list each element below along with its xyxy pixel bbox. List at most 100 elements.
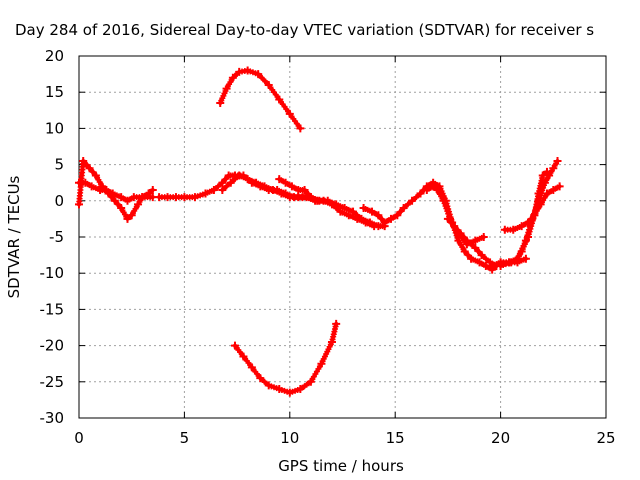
data-point: [287, 182, 296, 191]
data-point: [127, 211, 136, 220]
series-lower-arc: [230, 319, 341, 397]
y-tick-label: -25: [40, 373, 65, 391]
data-point: [235, 67, 244, 76]
data-point: [209, 185, 218, 194]
data-point: [386, 214, 395, 223]
series-rise-track-3: [496, 167, 551, 270]
data-point: [296, 385, 305, 394]
data-point: [306, 193, 315, 202]
data-point: [285, 193, 294, 202]
data-point: [456, 229, 465, 238]
data-point: [542, 167, 551, 176]
data-point: [380, 218, 389, 227]
data-point: [460, 247, 469, 256]
data-point: [549, 185, 558, 194]
data-point: [443, 214, 452, 223]
data-point: [216, 99, 225, 108]
data-point: [275, 95, 284, 104]
data-point: [252, 178, 261, 187]
data-point: [471, 243, 480, 252]
data-point: [344, 211, 353, 220]
data-point: [517, 222, 526, 231]
x-tick-label: 25: [596, 429, 615, 447]
data-point: [370, 222, 379, 231]
data-point: [268, 185, 277, 194]
data-point: [180, 193, 189, 202]
data-point: [555, 182, 564, 191]
data-point: [226, 178, 235, 187]
data-point: [479, 233, 488, 241]
data-point: [471, 236, 480, 245]
x-tick-label: 10: [280, 429, 299, 447]
x-axis: 0 5 10 15 20 25: [74, 56, 616, 447]
data-point: [85, 164, 94, 173]
data-point: [79, 156, 88, 165]
data-point: [359, 204, 368, 213]
data-point: [336, 207, 345, 216]
data-point: [553, 156, 562, 165]
data-point: [218, 178, 227, 187]
data-point: [500, 225, 509, 234]
y-tick-label: -5: [49, 228, 64, 246]
data-point: [294, 193, 303, 202]
x-tick-label: 15: [386, 429, 405, 447]
data-point: [222, 84, 231, 93]
data-point: [235, 171, 244, 180]
data-point: [374, 211, 383, 220]
data-point: [239, 352, 248, 361]
data-point: [117, 204, 126, 213]
data-point: [247, 363, 256, 372]
data-point: [530, 211, 539, 220]
data-point: [190, 193, 199, 202]
series-markers: [219, 172, 376, 229]
data-point: [393, 211, 402, 220]
data-point: [422, 185, 431, 194]
y-tick-label: -15: [40, 300, 65, 318]
y-axis-label: SDTVAR / TECUs: [5, 175, 23, 298]
data-point: [117, 193, 126, 202]
data-point: [477, 251, 486, 260]
series-markers: [497, 170, 548, 269]
series-main-track-h: [443, 214, 501, 270]
series-main-track-a: [75, 156, 157, 223]
y-tick-label: 0: [54, 192, 64, 210]
data-point: [129, 193, 138, 202]
data-point: [496, 261, 505, 270]
data-point: [462, 236, 471, 245]
data-point: [416, 189, 425, 198]
data-point: [542, 189, 551, 198]
x-axis-label: GPS time / hours: [278, 457, 404, 475]
data-point: [81, 178, 90, 187]
data-point: [300, 185, 309, 194]
data-point: [75, 200, 83, 209]
y-tick-label: -10: [40, 264, 65, 282]
data-point: [218, 185, 227, 194]
data-point: [138, 193, 147, 202]
data-point: [155, 193, 164, 202]
data-point: [228, 73, 237, 82]
data-point: [243, 175, 252, 184]
data-point: [332, 319, 341, 328]
data-point: [475, 258, 484, 267]
y-tick-label: 5: [54, 156, 64, 174]
data-point: [327, 200, 336, 209]
data-point: [277, 189, 286, 198]
data-point: [439, 196, 448, 205]
series-upper-arc: [216, 66, 305, 133]
data-point: [450, 222, 459, 231]
data-point: [538, 171, 547, 180]
data-point: [260, 182, 269, 191]
data-point: [327, 337, 336, 346]
data-point: [110, 196, 119, 205]
data-point: [521, 254, 530, 263]
data-point: [549, 164, 558, 173]
data-point: [408, 196, 417, 205]
data-point: [87, 182, 96, 191]
series-markers: [217, 67, 302, 129]
series-main-track-d: [218, 171, 379, 231]
data-point: [513, 254, 522, 263]
data-point: [108, 189, 117, 198]
y-tick-label: -30: [40, 409, 65, 427]
x-tick-label: 5: [180, 429, 190, 447]
y-tick-label: -20: [40, 337, 65, 355]
